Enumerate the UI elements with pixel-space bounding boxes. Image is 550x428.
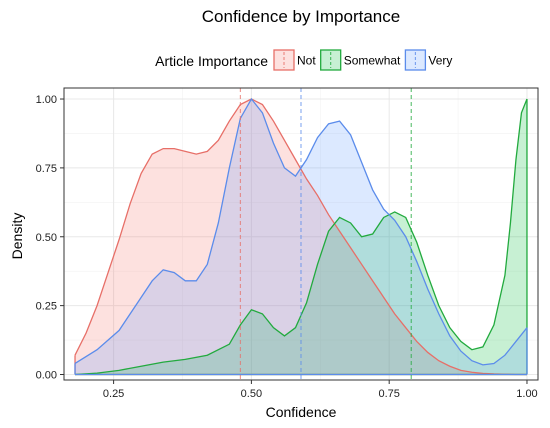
y-tick-label: 0.50 [36, 232, 57, 244]
x-tick-label: 0.50 [241, 388, 262, 400]
y-tick-label: 0.25 [36, 301, 57, 313]
x-tick-label: 0.75 [378, 388, 399, 400]
density-line-not [74, 98, 527, 376]
density-area-somewhat [75, 99, 527, 375]
y-axis-label: Density [9, 213, 25, 260]
panel-border [63, 87, 539, 381]
legend-label-somewhat: Somewhat [344, 54, 401, 68]
plot-panel: 0.25 0.50 0.75 1.00 0.00 0.25 0.50 0.75 1.00 [36, 87, 539, 400]
x-axis-label: Confidence [266, 404, 337, 420]
density-line-somewhat [74, 98, 528, 376]
y-tick-label: 0.75 [36, 163, 57, 175]
legend-label-not: Not [297, 54, 316, 68]
x-tick-label: 0.25 [103, 388, 124, 400]
density-line-very [74, 97, 528, 366]
x-tick-label: 1.00 [516, 388, 537, 400]
y-tick-label: 0.00 [36, 369, 57, 381]
legend: Article Importance Not Somewhat Very [155, 49, 452, 71]
legend-label-very: Very [428, 54, 452, 68]
y-tick-label: 1.00 [36, 94, 57, 106]
chart-title: Confidence by Importance [202, 7, 400, 26]
legend-title: Article Importance [155, 53, 268, 69]
